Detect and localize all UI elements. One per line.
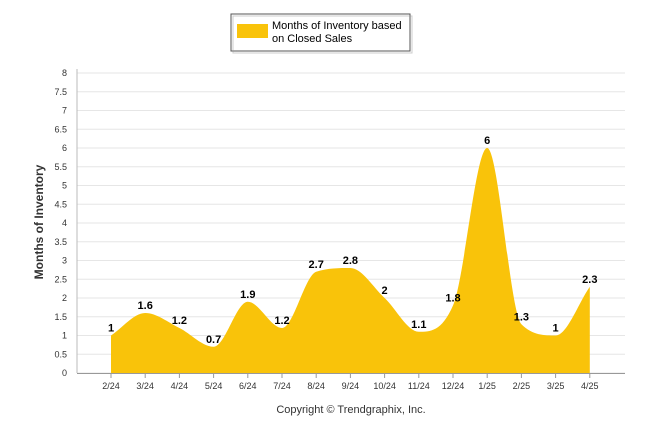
y-tick-label: 7.5 [54,87,67,97]
y-tick-label: 4 [62,218,67,228]
y-tick-label: 6 [62,143,67,153]
data-label: 2 [382,285,388,297]
legend-label-line-2: on Closed Sales [272,33,353,45]
data-label: 6 [484,135,490,147]
x-tick-label: 4/24 [171,381,189,391]
x-tick-label: 3/25 [547,381,565,391]
x-tick-label: 8/24 [307,381,325,391]
x-tick-label: 6/24 [239,381,257,391]
y-tick-label: 3 [62,256,67,266]
data-label: 1.6 [138,300,153,312]
data-label: 2.8 [343,255,358,267]
y-tick-label: 0.5 [54,349,67,359]
y-tick-label: 5 [62,181,67,191]
data-label: 1.8 [445,293,460,305]
x-tick-label: 4/25 [581,381,599,391]
data-label: 2.3 [582,274,597,286]
data-label: 1 [553,323,559,335]
x-tick-label: 2/24 [102,381,120,391]
y-tick-label: 2 [62,293,67,303]
y-tick-label: 4.5 [54,199,67,209]
legend-swatch [237,24,268,38]
y-tick-labels: 0 0.5 1 1.5 2 2.5 3 3.5 4 4.5 5 5.5 6 6.5 7 7.5 8 [54,68,67,378]
y-tick-label: 5.5 [54,162,67,172]
y-tick-label: 1.5 [54,312,67,322]
x-tick-label: 7/24 [273,381,291,391]
x-tick-label: 1/25 [478,381,496,391]
data-label: 1.1 [411,319,426,331]
y-tick-label: 1 [62,331,67,341]
area-series [111,148,590,373]
y-tick-label: 2.5 [54,274,67,284]
y-axis-label: Months of Inventory [32,164,46,279]
data-label: 0.7 [206,334,221,346]
x-tick-label: 3/24 [136,381,154,391]
x-tick-label: 10/24 [373,381,396,391]
x-tick-label: 2/25 [513,381,531,391]
x-tick-labels: 2/24 3/24 4/24 5/24 6/24 7/24 8/24 9/24 10/24 11/… [102,373,599,391]
data-label: 2.7 [309,259,324,271]
data-labels: 1 1.6 1.2 0.7 1.9 1.2 2.7 2.8 2 1.1 1.8 6 1.3 1 2.3 [108,135,598,346]
x-tick-label: 12/24 [442,381,465,391]
data-label: 1.9 [240,289,255,301]
axes [76,69,625,374]
y-tick-label: 6.5 [54,124,67,134]
y-tick-label: 7 [62,106,67,116]
data-label: 1.2 [172,315,187,327]
x-tick-label: 5/24 [205,381,223,391]
data-label: 1.3 [514,311,529,323]
copyright-text: Copyright © Trendgraphix, Inc. [276,404,425,416]
y-tick-label: 0 [62,368,67,378]
x-tick-label: 11/24 [408,381,430,391]
y-tick-label: 3.5 [54,237,67,247]
legend-label-line-1: Months of Inventory based [272,20,402,32]
y-tick-label: 8 [62,68,67,78]
x-tick-label: 9/24 [342,381,360,391]
data-label: 1 [108,323,114,335]
legend: Months of Inventory based on Closed Sale… [230,13,413,54]
data-label: 1.2 [274,315,289,327]
